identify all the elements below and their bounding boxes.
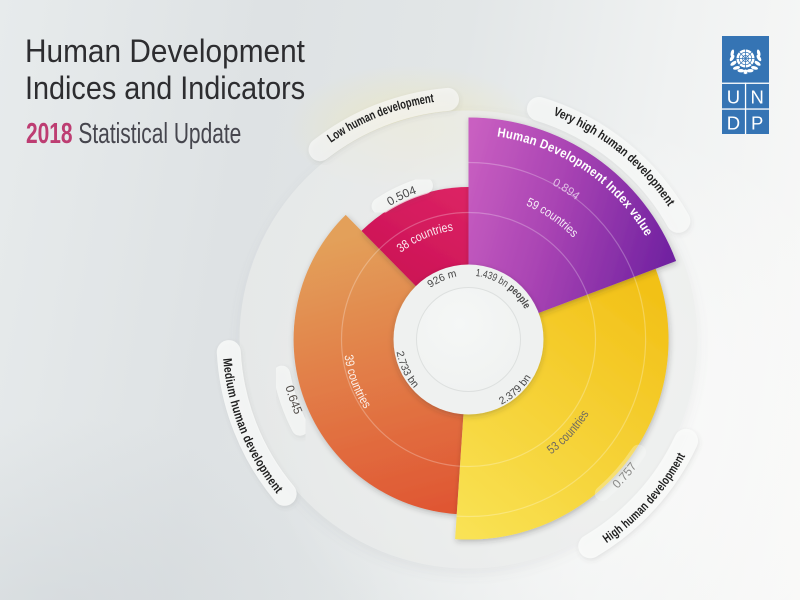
svg-text:P: P: [751, 112, 763, 133]
svg-text:D: D: [727, 112, 740, 133]
svg-text:U: U: [727, 87, 740, 108]
svg-text:N: N: [751, 87, 764, 108]
